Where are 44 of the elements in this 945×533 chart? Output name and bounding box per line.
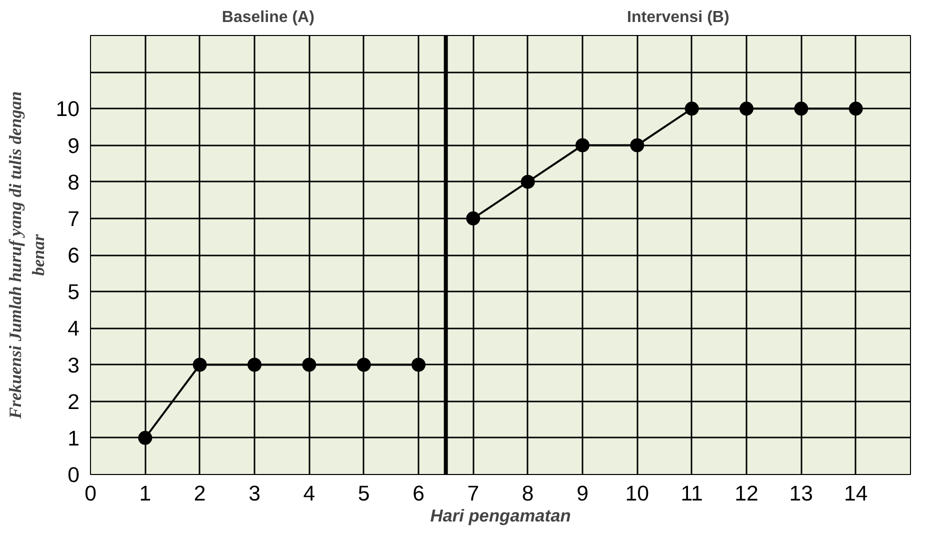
x-tick-label: 10 (625, 482, 650, 506)
y-axis-title: Frekuensi Jumlah huruf yang di tulis dengan benar (6, 91, 48, 420)
x-axis-title: Hari pengamatan (430, 506, 571, 526)
point (740, 102, 754, 116)
x-tick-label: 5 (358, 482, 370, 506)
point (412, 358, 426, 372)
point (684, 102, 699, 116)
x-tick-label: 0 (84, 482, 97, 506)
text: Baseline (A) (222, 9, 314, 26)
y-tick-label: 1 (68, 426, 80, 450)
y-tick-label: 5 (68, 280, 80, 304)
y-tick-label: 10 (56, 97, 80, 122)
x-tick-label: 11 (680, 482, 703, 506)
x-tick-label: 14 (844, 482, 868, 506)
point (192, 358, 207, 372)
x-tick-label: 6 (412, 482, 424, 506)
x-tick-label: 4 (303, 482, 316, 506)
x-tick-label: 9 (576, 482, 588, 506)
y-tick-label: 8 (68, 170, 80, 194)
x-tick-label: 3 (248, 482, 260, 506)
point (356, 358, 371, 372)
y-tick-label: 6 (68, 244, 80, 268)
x-tick-label: 12 (734, 482, 758, 506)
x-tick-label: 1 (139, 482, 152, 506)
x-tick-label: 13 (789, 482, 814, 506)
y-tick-label: 9 (68, 134, 80, 158)
point (630, 138, 644, 152)
y-tick-label: 4 (68, 316, 80, 341)
point (302, 358, 316, 372)
y-tick-label: 0 (68, 463, 80, 487)
y-tick-label: 7 (68, 206, 80, 231)
point (794, 102, 808, 116)
point (138, 430, 152, 445)
y-tick-label: 2 (68, 390, 80, 414)
point (520, 174, 535, 189)
x-tick-label: 7 (467, 482, 480, 506)
y-tick-label: 3 (68, 353, 80, 378)
x-tick-label: 8 (522, 482, 534, 506)
point (466, 211, 480, 226)
point (848, 102, 863, 116)
point (576, 138, 590, 152)
x-tick-label: 2 (194, 482, 206, 506)
point (248, 358, 262, 372)
text: Intervensi (B) (627, 9, 730, 26)
